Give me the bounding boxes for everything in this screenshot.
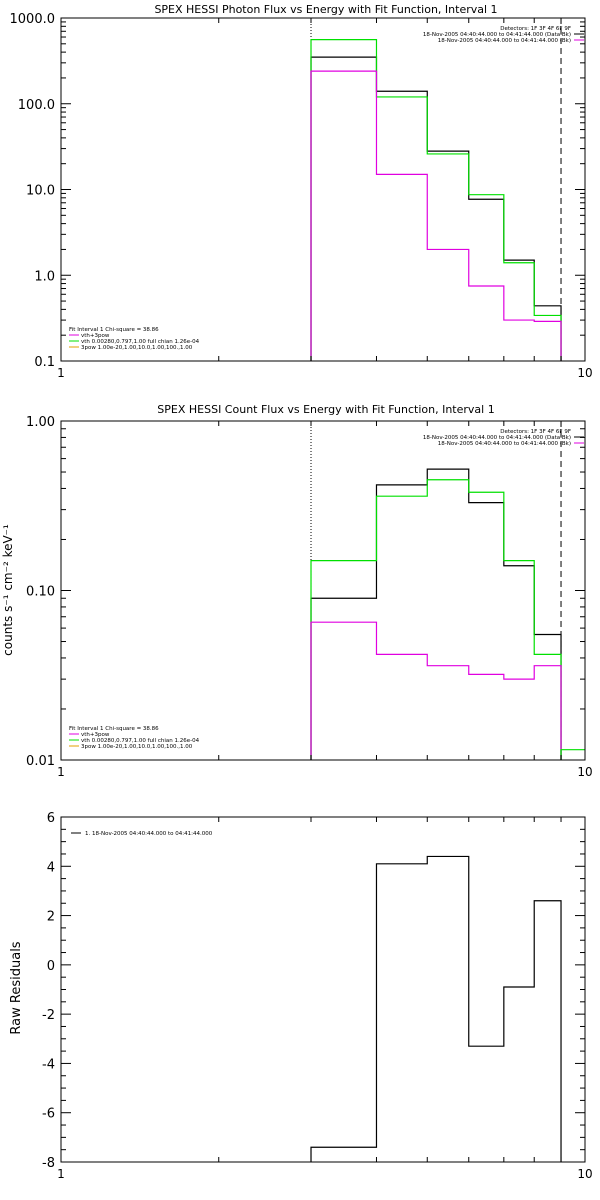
- x-tick-label: 1: [57, 366, 65, 380]
- y-tick-label: 100.0: [18, 98, 55, 113]
- legend-entry-text: 18-Nov-2005 04:40:44.000 to 04:41:44.000…: [438, 441, 571, 447]
- x-tick-label: 1: [57, 1167, 65, 1181]
- series-step-line-1: [310, 479, 562, 760]
- series-tail-bin: [560, 749, 585, 760]
- series-step-line-0: [310, 468, 562, 760]
- legend-entry-text: 1. 18-Nov-2005 04:40:44.000 to 04:41:44.…: [85, 831, 213, 837]
- legend-entry-text: 18-Nov-2005 04:40:44.000 to 04:41:44.000…: [423, 32, 571, 38]
- y-tick-label: 4: [47, 860, 55, 875]
- count-panel-title: SPEX HESSI Count Flux vs Energy with Fit…: [157, 403, 494, 416]
- residuals-panel-ylabel: Raw Residuals: [9, 941, 24, 1034]
- y-tick-label: 1000.0: [10, 12, 56, 27]
- series-step-line-0: [310, 56, 562, 361]
- y-tick-label: 1.0: [34, 269, 55, 284]
- y-tick-label: -6: [42, 1107, 55, 1122]
- legend-entry-text: vth 0.00280,0.797,1.00 full chian 1.26e-…: [81, 339, 200, 345]
- photon-flux-panel: SPEX HESSI Photon Flux vs Energy with Fi…: [10, 3, 593, 380]
- legend-entry-text: Fit Interval 1 Chi-square = 38.86: [69, 327, 159, 333]
- legend-entry-text: 3pow 1.00e-20,1.00,10.0,1.00,100.,1.00: [81, 345, 193, 351]
- legend-entry-text: 3pow 1.00e-20,1.00,10.0,1.00,100.,1.00: [81, 744, 193, 750]
- series-step-line-0: [310, 855, 562, 1162]
- y-tick-label: -2: [42, 1008, 55, 1023]
- y-tick-label: 10.0: [26, 184, 55, 199]
- y-tick-label: 0.1: [34, 355, 55, 370]
- count-flux-panel: SPEX HESSI Count Flux vs Energy with Fit…: [1, 403, 593, 779]
- series-step-line-2: [310, 621, 562, 760]
- legend-entry-text: vth+3pow: [81, 333, 110, 339]
- residuals-plot-frame: [60, 816, 586, 1163]
- legend-entry-text: Fit Interval 1 Chi-square = 38.86: [69, 726, 159, 732]
- y-tick-label: 0.10: [26, 585, 55, 600]
- legend-entry-text: Detectors: 1F 3F 4F 6F 9F: [500, 429, 571, 435]
- y-tick-label: 1.00: [26, 415, 55, 430]
- series-step-line-2: [310, 70, 562, 361]
- legend-entry-text: 18-Nov-2005 04:40:44.000 to 04:41:44.000…: [438, 38, 571, 44]
- photon-plot-frame: [60, 17, 586, 362]
- count-panel-ylabel: counts s⁻¹ cm⁻² keV⁻¹: [1, 524, 15, 656]
- legend-entry-text: vth 0.00280,0.797,1.00 full chian 1.26e-…: [81, 738, 200, 744]
- x-tick-label: 10: [577, 1167, 592, 1181]
- residuals-panel: Raw Residuals 1 10 -8 -6 -4 -2 0 2 4 6 1. 18-Nov-…: [9, 811, 593, 1181]
- legend-entry-text: vth+3pow: [81, 732, 110, 738]
- count-plot-frame: [60, 420, 586, 761]
- x-tick-label: 1: [57, 765, 65, 779]
- photon-panel-title: SPEX HESSI Photon Flux vs Energy with Fi…: [154, 3, 497, 16]
- legend-entry-text: Detectors: 1F 3F 4F 6F 9F: [500, 26, 571, 32]
- y-tick-label: -4: [42, 1057, 55, 1072]
- y-tick-label: 0.01: [26, 754, 55, 769]
- y-tick-label: 0: [47, 959, 55, 974]
- series-step-line-1: [310, 38, 562, 361]
- x-tick-label: 10: [577, 765, 592, 779]
- legend-entry-text: 18-Nov-2005 04:40:44.000 to 04:41:44.000…: [423, 435, 571, 441]
- x-tick-label: 10: [577, 366, 592, 380]
- y-tick-label: -8: [42, 1156, 55, 1171]
- y-tick-label: 2: [47, 910, 55, 925]
- y-tick-label: 6: [47, 811, 55, 826]
